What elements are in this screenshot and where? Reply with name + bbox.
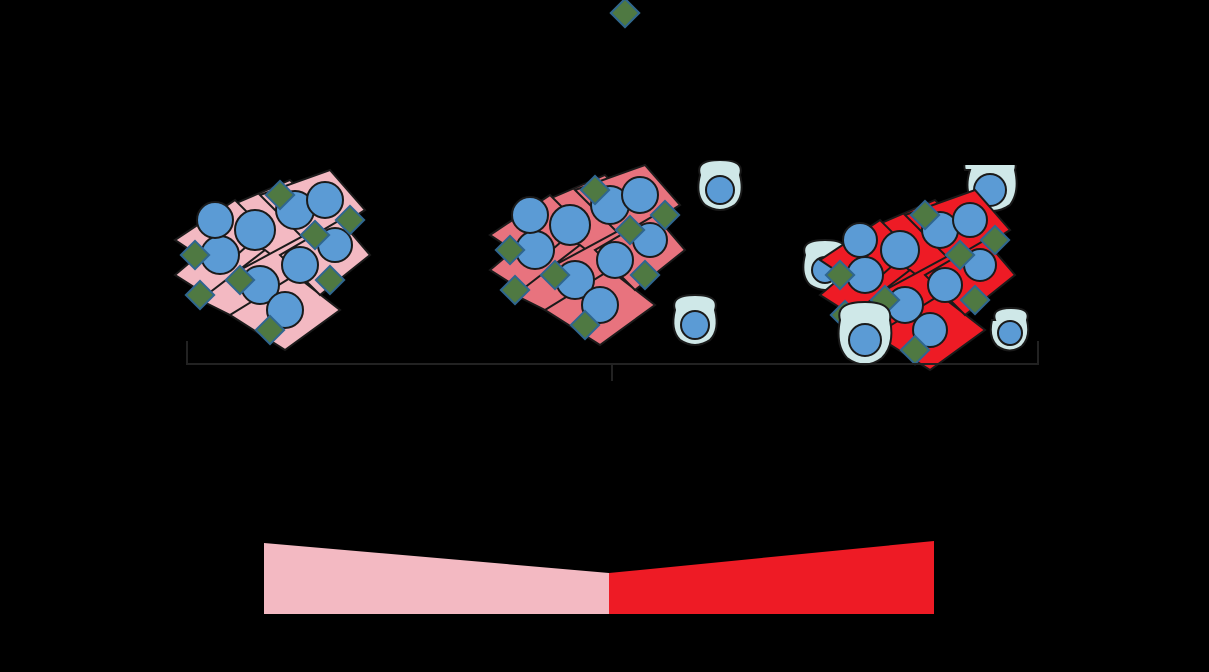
- accessory-cells-cluster-middle: [673, 160, 741, 345]
- timeline-axis-tick-right: [1037, 341, 1039, 365]
- scientific-diagram: [0, 0, 1209, 672]
- top-floating-marker: [614, 2, 634, 32]
- pink-wedge: [264, 543, 609, 614]
- timeline-axis-tick-left: [186, 341, 188, 365]
- diamond-icon: [609, 0, 640, 29]
- timeline-axis-tick-mid: [611, 363, 613, 381]
- cell-cluster-middle[interactable]: [480, 160, 750, 360]
- progression-gradient-indicator: [264, 538, 934, 614]
- cell-cluster-left[interactable]: [165, 165, 385, 355]
- red-wedge: [609, 541, 934, 614]
